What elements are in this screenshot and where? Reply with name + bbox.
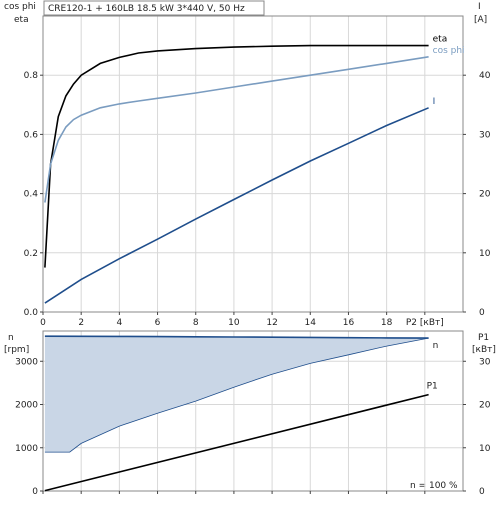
- top-x-tick-label: 6: [155, 318, 161, 328]
- series-line-eta: [44, 44, 429, 268]
- bottom-left-ylabel-2: [rpm]: [4, 345, 29, 355]
- chart-title: CRE120-1 + 160LB 18.5 kW 3*440 V, 50 Hz: [48, 4, 245, 14]
- top-left-tick-label: 0.8: [24, 71, 39, 81]
- series-label-cos-phi: cos phi: [433, 46, 465, 56]
- speed-annotation: n = 100 %: [410, 481, 458, 491]
- series-label-P1: P1: [427, 382, 438, 392]
- series-line-I: [44, 107, 429, 304]
- top-left-tick-label: 0.0: [24, 308, 39, 318]
- series-label-n: n: [433, 341, 439, 351]
- top-left-ylabel-2: eta: [14, 15, 29, 25]
- top-right-tick-label: 0: [479, 308, 485, 318]
- top-left-ylabel-1: cos phi: [4, 2, 36, 12]
- top-plot-frame: [42, 15, 464, 313]
- top-left-tick-label: 0.2: [24, 249, 38, 259]
- top-x-tick-label: P2 [кВт]: [406, 318, 444, 328]
- top-x-tick-label: 12: [266, 318, 277, 328]
- series-line-n: [44, 335, 429, 339]
- speed-range-area: [44, 336, 429, 453]
- top-left-tick-label: 0.4: [24, 190, 39, 200]
- series-line-P1: [44, 393, 429, 492]
- top-right-ylabel-1: I: [478, 2, 481, 12]
- bottom-right-tick-label: 30: [479, 357, 491, 367]
- top-left-tick-label: 0.6: [24, 130, 39, 140]
- top-x-tick-label: 10: [228, 318, 240, 328]
- top-x-tick-label: 14: [305, 318, 317, 328]
- bottom-right-ylabel-1: P1: [478, 333, 489, 343]
- bottom-right-tick-label: 20: [479, 401, 491, 411]
- bottom-left-ylabel-1: n: [8, 333, 14, 343]
- bottom-right-tick-label: 0: [479, 487, 485, 497]
- top-x-tick-label: 4: [116, 318, 122, 328]
- top-x-tick-label: 2: [78, 318, 84, 328]
- top-right-tick-label: 30: [479, 130, 491, 140]
- top-x-tick-label: 0: [40, 318, 46, 328]
- top-right-tick-label: 10: [479, 249, 491, 259]
- series-line-n-min: [44, 337, 429, 453]
- series-line-cos-phi: [44, 56, 429, 203]
- bottom-left-tick-label: 1000: [15, 444, 38, 454]
- bottom-left-tick-label: 2000: [15, 401, 38, 411]
- top-x-tick-label: 8: [193, 318, 199, 328]
- title-box: [43, 0, 265, 16]
- top-right-tick-label: 40: [479, 71, 491, 81]
- series-label-I: I: [433, 97, 436, 107]
- bottom-right-ylabel-2: [кВт]: [472, 345, 496, 355]
- bottom-right-tick-label: 10: [479, 444, 491, 454]
- bottom-left-tick-label: 0: [32, 487, 38, 497]
- top-right-ylabel-2: [A]: [474, 15, 487, 25]
- top-x-tick-label: 16: [343, 318, 355, 328]
- top-right-tick-label: 20: [479, 190, 491, 200]
- bottom-plot-frame: [42, 330, 464, 492]
- top-x-tick-label: 18: [381, 318, 393, 328]
- series-label-eta: eta: [433, 35, 448, 45]
- bottom-left-tick-label: 3000: [15, 357, 38, 367]
